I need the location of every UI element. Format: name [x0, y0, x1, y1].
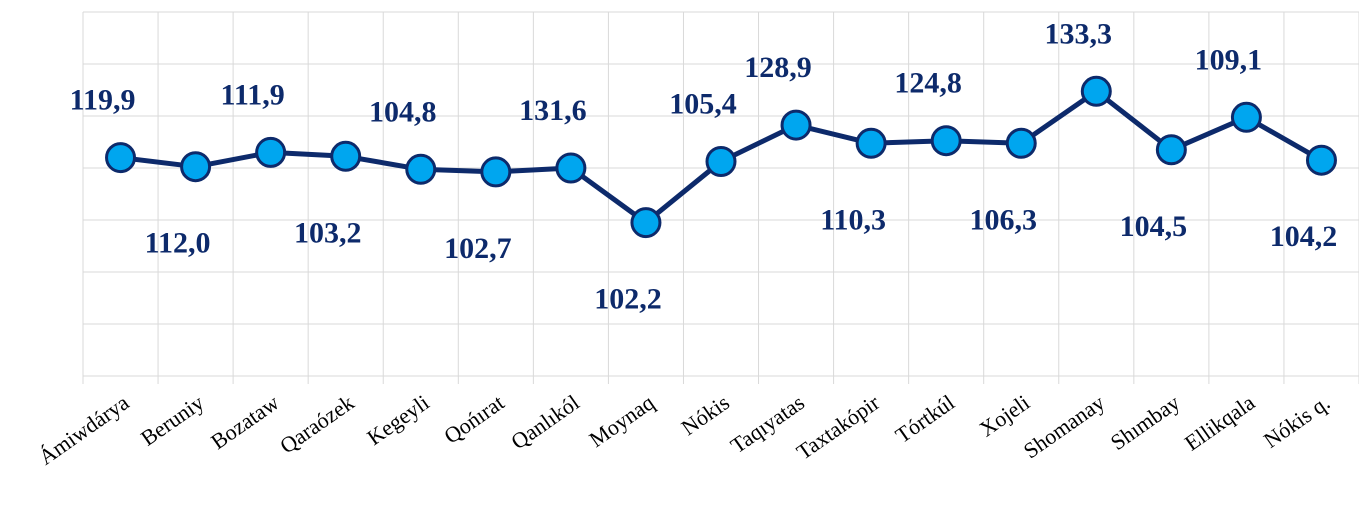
- x-tick-label-7: Qanlıkól: [506, 390, 583, 455]
- x-tick-label-6: Qońırat: [439, 390, 508, 449]
- data-label-7: 131,6: [519, 94, 587, 127]
- data-label-9: 105,4: [669, 88, 737, 121]
- data-label-12: 124,8: [894, 67, 962, 100]
- x-tick-label-17: Nókis q.: [1259, 390, 1334, 453]
- data-label-1: 119,9: [70, 84, 136, 117]
- data-label-3: 111,9: [221, 78, 285, 111]
- x-tick-label-5: Kegeyli: [362, 390, 433, 450]
- data-point-6: [480, 156, 512, 188]
- x-axis-ticks: [82, 376, 1359, 384]
- x-tick-label-12: Tórtkúl: [891, 390, 959, 448]
- data-label-16: 109,1: [1195, 43, 1263, 76]
- data-point-4: [330, 140, 362, 172]
- data-label-8: 102,2: [594, 283, 662, 316]
- x-tick-label-4: Qaraózek: [275, 390, 358, 459]
- data-point-8: [630, 207, 662, 239]
- data-point-9: [705, 146, 737, 177]
- data-point-15: [1155, 134, 1187, 166]
- x-tick-label-8: Moynaq: [584, 390, 658, 453]
- x-tick-label-3: Bozataw: [206, 390, 283, 455]
- data-label-13: 106,3: [969, 203, 1037, 236]
- data-point-7: [555, 152, 587, 184]
- data-point-2: [180, 151, 212, 183]
- x-tick-label-16: Ellikqala: [1180, 389, 1260, 455]
- data-point-5: [405, 153, 437, 185]
- data-point-14: [1080, 75, 1112, 107]
- data-label-2: 112,0: [145, 227, 211, 260]
- data-labels: 119,9 112,0 111,9 103,2 104,8 102,7 131,6 102,2…: [70, 17, 1338, 315]
- x-tick-label-1: Ámiwdárya: [34, 389, 134, 469]
- x-tick-label-11: Taxtakópir: [792, 389, 885, 464]
- data-label-11: 110,3: [820, 203, 886, 236]
- data-label-10: 128,9: [744, 51, 812, 84]
- data-point-12: [930, 125, 962, 157]
- data-point-11: [855, 127, 887, 159]
- data-point-16: [1230, 101, 1262, 133]
- data-point-1: [105, 142, 137, 174]
- x-tick-label-15: Shımbay: [1106, 390, 1184, 455]
- data-label-6: 102,7: [444, 232, 512, 265]
- x-tick-label-2: Beruniy: [136, 390, 208, 451]
- data-points: [105, 75, 1337, 239]
- x-tick-label-14: Shomanay: [1019, 390, 1109, 464]
- data-label-4: 103,2: [294, 216, 362, 249]
- data-point-10: [780, 109, 812, 141]
- data-label-5: 104,8: [369, 95, 437, 128]
- data-label-17: 104,2: [1270, 220, 1338, 253]
- x-tick-label-13: Xojeli: [975, 390, 1034, 442]
- data-point-13: [1005, 127, 1037, 159]
- data-label-14: 133,3: [1045, 17, 1113, 50]
- data-point-3: [255, 136, 287, 168]
- gridlines: [82, 11, 1359, 377]
- x-tick-label-9: Nókis: [676, 390, 733, 441]
- data-point-17: [1305, 144, 1337, 176]
- data-label-15: 104,5: [1120, 210, 1188, 243]
